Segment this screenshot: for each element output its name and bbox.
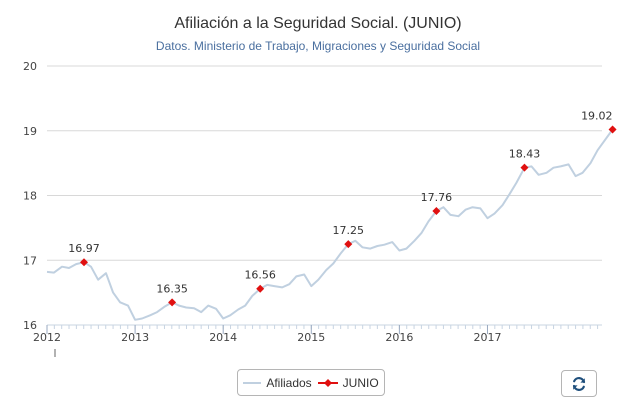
legend-item-junio[interactable]: JUNIO bbox=[317, 375, 379, 390]
point-junio[interactable] bbox=[608, 125, 617, 134]
x-tick-label: 2013 bbox=[121, 331, 149, 344]
point-junio[interactable] bbox=[344, 240, 353, 249]
y-tick-label: 20 bbox=[23, 60, 37, 73]
grid-lines bbox=[47, 65, 602, 326]
data-labels: 16.97 16.35 16.56 17.25 17.76 18.43 19.02 bbox=[68, 109, 612, 295]
refresh-button[interactable] bbox=[561, 370, 597, 397]
refresh-icon bbox=[572, 376, 586, 391]
legend-label-afiliados: Afiliados bbox=[266, 375, 312, 390]
data-label-junio: 17.25 bbox=[333, 224, 365, 237]
point-junio[interactable] bbox=[256, 284, 265, 293]
data-label-junio: 16.97 bbox=[68, 242, 100, 255]
legend-label-junio: JUNIO bbox=[342, 375, 379, 390]
x-tick-label: 2012 bbox=[33, 331, 61, 344]
y-tick-label: 18 bbox=[23, 190, 37, 203]
x-tick-label: 2017 bbox=[473, 331, 501, 344]
y-axis: 16 17 18 19 20 bbox=[23, 60, 37, 332]
chart-subtitle: Datos. Ministerio de Trabajo, Migracione… bbox=[156, 39, 480, 53]
data-label-junio: 16.35 bbox=[156, 282, 188, 295]
point-junio[interactable] bbox=[520, 163, 529, 172]
y-tick-label: 16 bbox=[23, 319, 37, 332]
point-junio[interactable] bbox=[432, 207, 441, 216]
legend-line-icon bbox=[243, 381, 262, 384]
data-label-junio: 16.56 bbox=[244, 269, 276, 282]
point-junio[interactable] bbox=[80, 258, 88, 267]
legend-item-afiliados[interactable]: Afiliados bbox=[243, 375, 312, 390]
chart-title: Afiliación a la Seguridad Social. (JUNIO… bbox=[174, 15, 461, 32]
x-tick-label: 2016 bbox=[385, 331, 413, 344]
data-label-junio: 18.43 bbox=[509, 148, 541, 161]
y-tick-label: 19 bbox=[23, 125, 37, 138]
y-tick-label: 17 bbox=[23, 254, 37, 267]
plot-area bbox=[46, 125, 617, 321]
point-junio[interactable] bbox=[168, 298, 177, 307]
data-label-junio: 19.02 bbox=[581, 109, 613, 122]
data-label-junio: 17.76 bbox=[421, 191, 453, 204]
series-line-afiliados[interactable] bbox=[46, 128, 614, 321]
legend-marker-icon bbox=[317, 378, 338, 387]
x-axis: 2012 2013 2014 2015 2016 2017 bbox=[33, 324, 602, 357]
legend: Afiliados JUNIO bbox=[237, 369, 385, 396]
x-tick-label: 2015 bbox=[297, 331, 325, 344]
x-tick-label: 2014 bbox=[209, 331, 237, 344]
